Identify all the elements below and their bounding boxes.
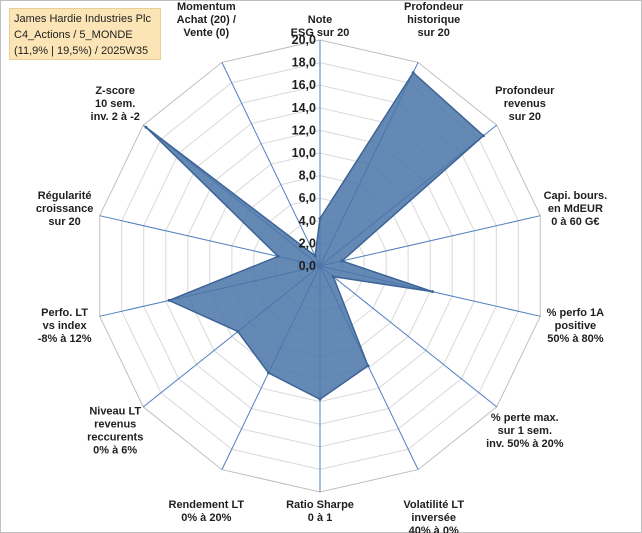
axis-label-line: Profondeur xyxy=(404,1,464,13)
axis-label-line: Ratio Sharpe xyxy=(286,499,354,511)
axis-label-line: sur 20 xyxy=(417,27,449,39)
axis-label-line: Volatilité LT xyxy=(403,499,464,511)
axis-label-line: 0% à 6% xyxy=(93,444,137,456)
axis-label-line: vs index xyxy=(43,320,88,332)
axis-label-line: Rendement LT xyxy=(169,499,245,511)
axis-label-line: Momentum xyxy=(177,1,236,13)
data-point xyxy=(313,254,317,258)
axis-label-line: 40% à 0% xyxy=(409,525,459,533)
data-point xyxy=(267,371,270,375)
axis-label-line: Vente (0) xyxy=(183,27,229,39)
tick-label: 12,0 xyxy=(292,123,316,137)
axis-label-line: revenus xyxy=(94,418,136,430)
data-point xyxy=(481,134,485,138)
data-point xyxy=(340,259,344,263)
tick-label: 16,0 xyxy=(292,78,316,92)
tick-label: 2,0 xyxy=(299,236,316,250)
radar-spoke xyxy=(221,62,321,267)
axis-label: % perte max.sur 1 sem.inv. 50% à 20% xyxy=(486,412,564,450)
axis-label-line: Profondeur xyxy=(495,85,555,97)
tick-label: 20,0 xyxy=(292,33,316,47)
axis-label-line: Achat (20) / xyxy=(177,14,236,26)
axis-label-line: sur 20 xyxy=(48,216,80,228)
data-point xyxy=(411,71,415,75)
axis-label-line: Capi. bours. xyxy=(544,190,608,202)
data-point xyxy=(318,217,322,220)
data-point xyxy=(366,364,370,368)
axis-label-line: % perte max. xyxy=(491,412,559,424)
tick-label: 0,0 xyxy=(299,259,316,273)
axis-label-line: 10 sem. xyxy=(95,98,135,110)
title-line-1: James Hardie Industries Plc xyxy=(14,13,151,25)
axis-label-line: 50% à 80% xyxy=(547,333,603,345)
data-point xyxy=(331,275,335,279)
title-line-2: C4_Actions / 5_MONDE xyxy=(14,29,133,41)
axis-label-line: sur 1 sem. xyxy=(498,425,552,437)
axis-label-line: 0 à 60 G€ xyxy=(551,216,599,228)
data-point xyxy=(318,397,322,401)
axis-label-line: Régularité xyxy=(38,190,92,202)
tick-label: 10,0 xyxy=(292,146,316,160)
axis-label-line: inv. 2 à -2 xyxy=(91,111,140,123)
tick-label: 8,0 xyxy=(299,169,316,183)
axis-label-line: en MdEUR xyxy=(548,203,603,215)
data-point xyxy=(167,298,171,302)
tick-label: 4,0 xyxy=(299,214,316,228)
axis-label-line: historique xyxy=(407,14,460,26)
axis-label-line: 0% à 20% xyxy=(181,512,231,524)
axis-label-line: % perfo 1A xyxy=(547,307,605,319)
axis-label-line: sur 20 xyxy=(509,111,541,123)
axis-label-line: reccurents xyxy=(87,431,143,443)
axis-label-line: Niveau LT xyxy=(89,405,141,417)
data-point xyxy=(276,254,280,258)
axis-label-line: revenus xyxy=(504,98,546,110)
data-point xyxy=(430,290,434,294)
axis-label-line: croissance xyxy=(36,203,93,215)
axis-label-line: ESG sur 20 xyxy=(291,27,350,39)
radar-spoke xyxy=(319,265,498,408)
axis-label-line: positive xyxy=(555,320,597,332)
radar-data xyxy=(144,71,485,401)
tick-label: 14,0 xyxy=(292,101,316,115)
axis-label-line: 0 à 1 xyxy=(308,512,332,524)
tick-label: 6,0 xyxy=(299,191,316,205)
axis-label-line: Perfo. LT xyxy=(41,307,88,319)
chart-title-box: James Hardie Industries Plc C4_Actions /… xyxy=(9,8,161,60)
axis-label-line: inv. 50% à 20% xyxy=(486,438,564,450)
data-point xyxy=(236,330,240,333)
tick-label: 18,0 xyxy=(292,56,316,70)
radar-spoke xyxy=(319,215,541,267)
axis-label: Rendement LT0% à 20% xyxy=(169,499,245,524)
data-point xyxy=(144,125,148,129)
radar-tick-labels: 0,0 2,0 4,0 6,0 8,0 10,0 12,0 14,0 16,0 18,0 20,0 xyxy=(292,33,316,273)
axis-label-line: Note xyxy=(308,14,332,26)
axis-label-line: -8% à 12% xyxy=(38,333,92,345)
title-line-3: (11,9% | 19,5%) / 2025W35 xyxy=(14,45,149,57)
axis-label-line: inversée xyxy=(411,512,456,524)
axis-label-line: Z-score xyxy=(95,85,135,97)
